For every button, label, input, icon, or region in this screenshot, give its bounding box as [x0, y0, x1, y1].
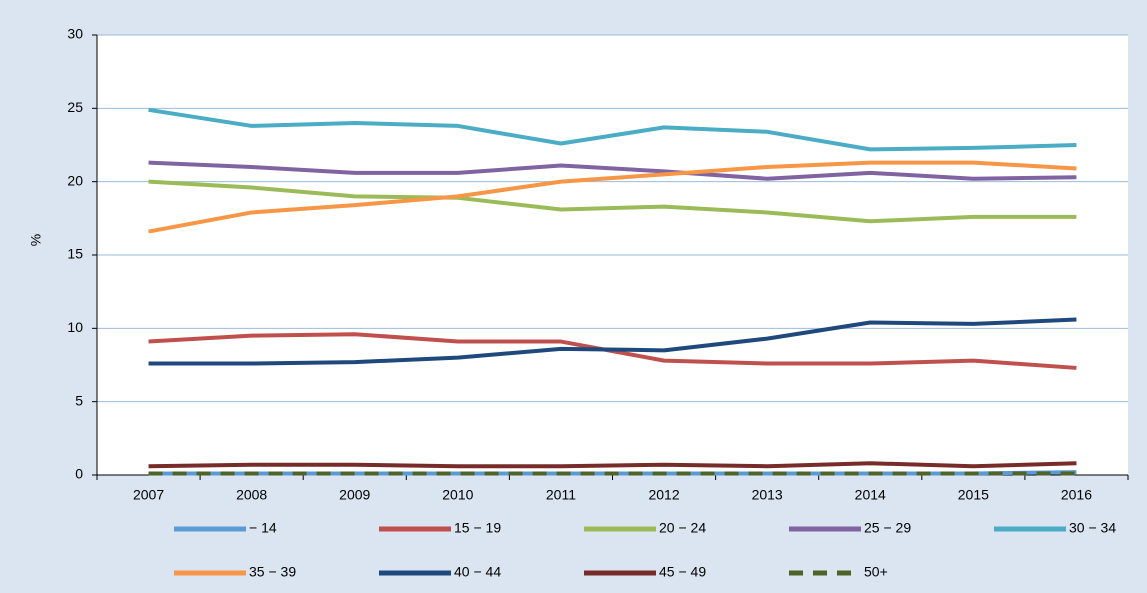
- x-tick-label: 2011: [546, 487, 576, 503]
- series-line: [148, 179, 1077, 224]
- legend-label: 50+: [864, 564, 888, 580]
- legend-label: 25 − 29: [864, 520, 911, 536]
- y-tick-label: 30: [67, 26, 83, 42]
- x-tick-label: 2010: [442, 487, 473, 503]
- y-tick-label: 15: [67, 246, 83, 262]
- y-tick-label: 25: [67, 99, 83, 115]
- series-line: [148, 461, 1077, 469]
- x-tick-label: 2015: [958, 487, 989, 503]
- legend-label: 35 − 39: [249, 564, 296, 580]
- y-tick-label: 20: [67, 172, 83, 188]
- y-tick-label: 5: [75, 392, 83, 408]
- x-tick-label: 2013: [752, 487, 783, 503]
- series-line: [148, 107, 1077, 152]
- x-tick-label: 2007: [133, 487, 164, 503]
- series-line: [148, 160, 1077, 181]
- x-tick-label: 2012: [648, 487, 679, 503]
- series-line: [148, 160, 1077, 234]
- x-tick-label: 2009: [339, 487, 370, 503]
- x-tick-label: 2014: [855, 487, 886, 503]
- x-tick-label: 2016: [1061, 487, 1092, 503]
- y-tick-label: 10: [67, 319, 83, 335]
- legend-label: 15 − 19: [454, 520, 501, 536]
- y-tick-label: 0: [75, 466, 83, 482]
- legend-label: − 14: [249, 520, 277, 536]
- series-line: [148, 317, 1077, 366]
- x-tick-label: 2008: [236, 487, 267, 503]
- y-axis-label: %: [28, 234, 44, 246]
- legend-label: 30 − 34: [1069, 520, 1116, 536]
- legend-label: 40 − 44: [454, 564, 501, 580]
- legend-label: 45 − 49: [659, 564, 706, 580]
- legend-label: 20 − 24: [659, 520, 706, 536]
